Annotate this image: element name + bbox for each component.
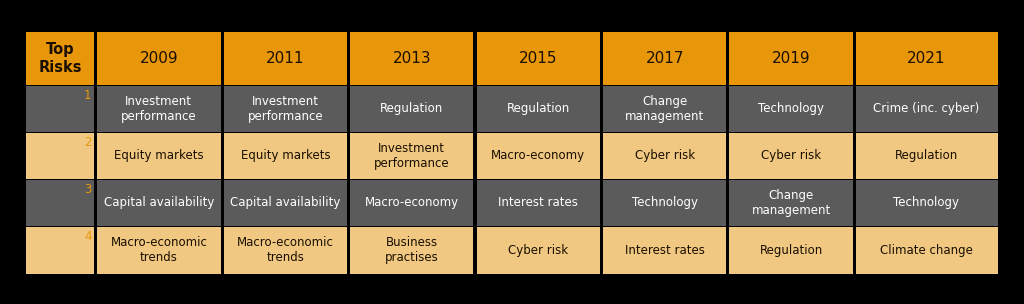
Bar [97,180,220,226]
Text: Climate change: Climate change [880,244,973,257]
Bar [729,33,853,85]
Bar [603,133,726,179]
Text: Macro-economic
trends: Macro-economic trends [237,236,334,264]
Bar [97,85,220,132]
Text: 1: 1 [84,89,91,102]
Text: Capital availability: Capital availability [103,196,214,209]
Text: 2021: 2021 [907,51,945,66]
Bar [476,227,600,274]
Bar [350,133,473,179]
Bar [603,85,726,132]
Bar [729,85,853,132]
Bar [223,180,347,226]
Bar [476,33,600,85]
Bar [476,180,600,226]
Text: 2019: 2019 [772,51,811,66]
Bar [476,85,600,132]
Bar [603,33,726,85]
Text: Equity markets: Equity markets [241,149,330,162]
Bar [729,133,853,179]
Bar [26,180,94,226]
Text: 2015: 2015 [519,51,557,66]
Text: 2013: 2013 [392,51,431,66]
Text: Cyber risk: Cyber risk [635,149,695,162]
Bar [350,227,473,274]
Text: Regulation: Regulation [895,149,958,162]
Text: Interest rates: Interest rates [499,196,579,209]
Bar [97,133,220,179]
Text: Crime (inc. cyber): Crime (inc. cyber) [873,102,980,115]
Text: 2: 2 [84,136,91,149]
Bar [223,33,347,85]
Bar [856,227,998,274]
Bar [856,85,998,132]
Bar [603,180,726,226]
Text: Business
practises: Business practises [385,236,438,264]
Bar [26,85,94,132]
Text: Cyber risk: Cyber risk [508,244,568,257]
Bar [97,227,220,274]
Text: Change
management: Change management [625,95,705,123]
Text: Technology: Technology [632,196,697,209]
Bar [223,133,347,179]
Bar [856,133,998,179]
Bar [476,133,600,179]
Text: Interest rates: Interest rates [625,244,705,257]
Bar [26,133,94,179]
Text: 2017: 2017 [645,51,684,66]
Text: Investment
performance: Investment performance [121,95,197,123]
Text: Top
Risks: Top Risks [39,42,82,75]
Text: 2009: 2009 [139,51,178,66]
Text: Investment
performance: Investment performance [374,142,450,170]
Text: Capital availability: Capital availability [230,196,341,209]
Text: 3: 3 [84,183,91,196]
Text: Regulation: Regulation [507,102,570,115]
Bar [350,33,473,85]
Bar [603,227,726,274]
Text: Regulation: Regulation [760,244,823,257]
Text: Technology: Technology [893,196,959,209]
Bar [856,180,998,226]
Bar [350,85,473,132]
Text: Equity markets: Equity markets [114,149,204,162]
Bar [856,33,998,85]
Bar [26,227,94,274]
Text: Investment
performance: Investment performance [248,95,324,123]
Text: 2011: 2011 [266,51,304,66]
Text: Macro-economy: Macro-economy [492,149,586,162]
Bar [97,33,220,85]
Text: Change
management: Change management [752,189,830,217]
Bar [26,33,94,85]
Bar [223,227,347,274]
Bar [350,180,473,226]
Text: Regulation: Regulation [380,102,443,115]
Text: Technology: Technology [758,102,824,115]
Text: Cyber risk: Cyber risk [761,149,821,162]
Bar [729,180,853,226]
Text: Macro-economy: Macro-economy [365,196,459,209]
Text: 4: 4 [84,230,91,243]
Bar [223,85,347,132]
Text: Macro-economic
trends: Macro-economic trends [111,236,207,264]
Bar [729,227,853,274]
